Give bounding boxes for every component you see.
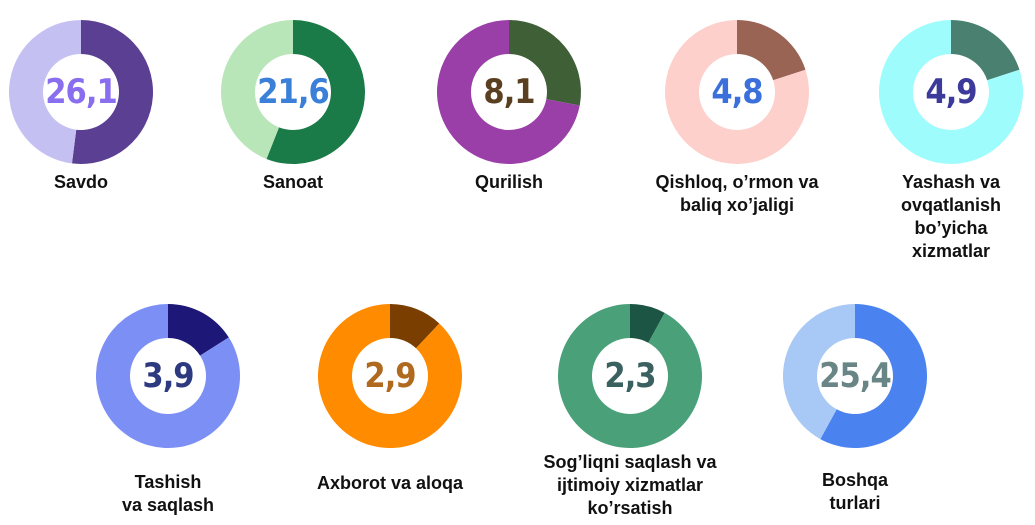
donut-segment bbox=[266, 20, 365, 164]
center-value: 8,1 bbox=[483, 72, 534, 112]
category-label: Axborot va aloqa bbox=[317, 473, 464, 493]
donut-segment bbox=[318, 304, 463, 448]
category-label: Qishloq, o’rmon va bbox=[655, 172, 819, 192]
donut-segment bbox=[220, 19, 293, 159]
category-label: Qurilish bbox=[475, 172, 543, 192]
center-value: 2,3 bbox=[604, 356, 655, 396]
category-label: Yashash va bbox=[902, 172, 1001, 192]
center-value: 4,8 bbox=[711, 72, 762, 112]
center-value: 2,9 bbox=[364, 356, 415, 396]
center-value: 21,6 bbox=[257, 72, 328, 112]
category-label: bo’yicha bbox=[914, 218, 988, 238]
donut-segment bbox=[737, 20, 806, 81]
category-label: Sog’liqni saqlash va bbox=[543, 452, 717, 472]
donut-segment bbox=[820, 304, 927, 448]
center-value: 25,4 bbox=[819, 356, 890, 396]
category-label: ijtimoiy xizmatlar bbox=[557, 475, 703, 495]
donut-segment bbox=[665, 20, 809, 165]
category-label: Boshqa bbox=[822, 470, 889, 490]
category-label: xizmatlar bbox=[912, 241, 990, 261]
category-label: baliq xo’jaligi bbox=[680, 195, 794, 215]
center-value: 26,1 bbox=[45, 72, 116, 112]
category-label: turlari bbox=[829, 493, 880, 513]
donut-segment bbox=[8, 20, 82, 164]
category-label: va saqlash bbox=[122, 495, 214, 515]
donut-segment bbox=[558, 304, 702, 448]
donut-segment bbox=[71, 20, 153, 164]
center-value: 4,9 bbox=[925, 72, 976, 112]
donut-segment bbox=[509, 20, 581, 106]
donut-segment bbox=[630, 304, 665, 343]
category-label: Savdo bbox=[54, 172, 108, 192]
center-value: 3,9 bbox=[142, 356, 193, 396]
donut-segment bbox=[168, 304, 229, 356]
donut-segment bbox=[879, 20, 1023, 164]
category-label: Tashish bbox=[135, 472, 202, 492]
category-label: Sanoat bbox=[263, 172, 323, 192]
category-label: ovqatlanish bbox=[901, 195, 1001, 215]
donut-segment bbox=[783, 304, 855, 440]
donut-segment bbox=[390, 304, 440, 349]
donut-segment bbox=[951, 20, 1020, 81]
donut-segment bbox=[95, 304, 240, 449]
donut-segment bbox=[437, 20, 580, 164]
category-label: ko’rsatish bbox=[587, 498, 672, 518]
